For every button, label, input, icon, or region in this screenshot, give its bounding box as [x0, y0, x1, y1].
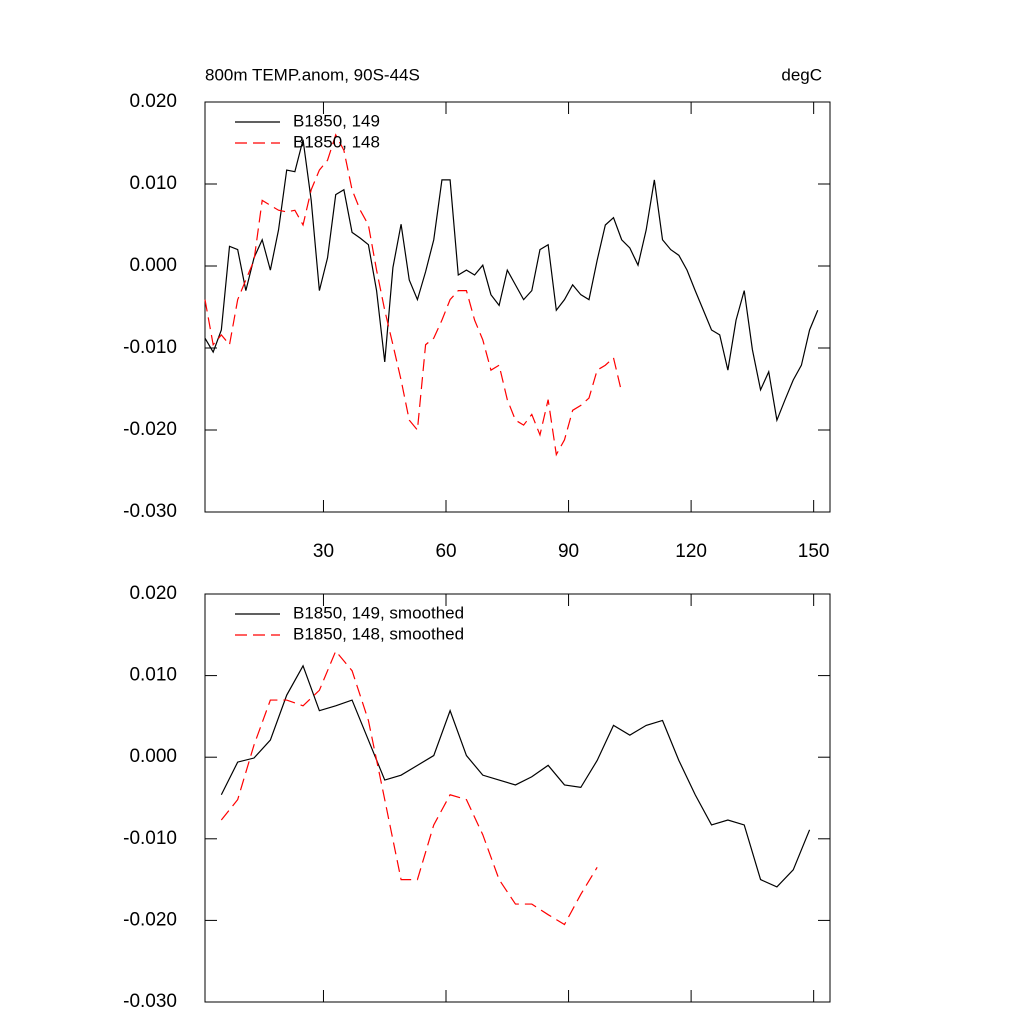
y-tick-label: 0.010 — [129, 665, 177, 686]
x-tick-label: 150 — [798, 541, 830, 562]
y-tick-label: 0.000 — [129, 255, 177, 276]
series-line — [204, 133, 623, 457]
y-tick-label: -0.010 — [123, 828, 177, 849]
x-tick-label: 60 — [435, 541, 456, 562]
y-tick-label: -0.020 — [123, 419, 177, 440]
x-tick-label: 30 — [313, 541, 334, 562]
y-tick-label: -0.020 — [123, 909, 177, 930]
y-tick-label: -0.030 — [123, 501, 177, 522]
x-tick-label: 120 — [675, 541, 707, 562]
y-tick-label: 0.020 — [129, 91, 177, 112]
units-label: degC — [781, 65, 822, 84]
legend-label: B1850, 149 — [293, 111, 380, 130]
y-tick-label: -0.030 — [123, 991, 177, 1012]
chart-title: 800m TEMP.anom, 90S-44S — [205, 65, 420, 84]
y-tick-label: 0.000 — [129, 746, 177, 767]
series-line — [220, 649, 598, 926]
x-tick-label: 90 — [558, 541, 579, 562]
legend-label: B1850, 148, smoothed — [293, 624, 464, 643]
legend-label: B1850, 149, smoothed — [293, 603, 464, 622]
legend-label: B1850, 148 — [293, 132, 380, 151]
y-tick-label: 0.020 — [129, 583, 177, 604]
series-line — [220, 664, 811, 888]
series-line — [204, 139, 819, 423]
plot-frame — [204, 101, 831, 513]
y-tick-label: -0.010 — [123, 337, 177, 358]
plot-frame — [204, 593, 831, 1003]
y-tick-label: 0.010 — [129, 173, 177, 194]
